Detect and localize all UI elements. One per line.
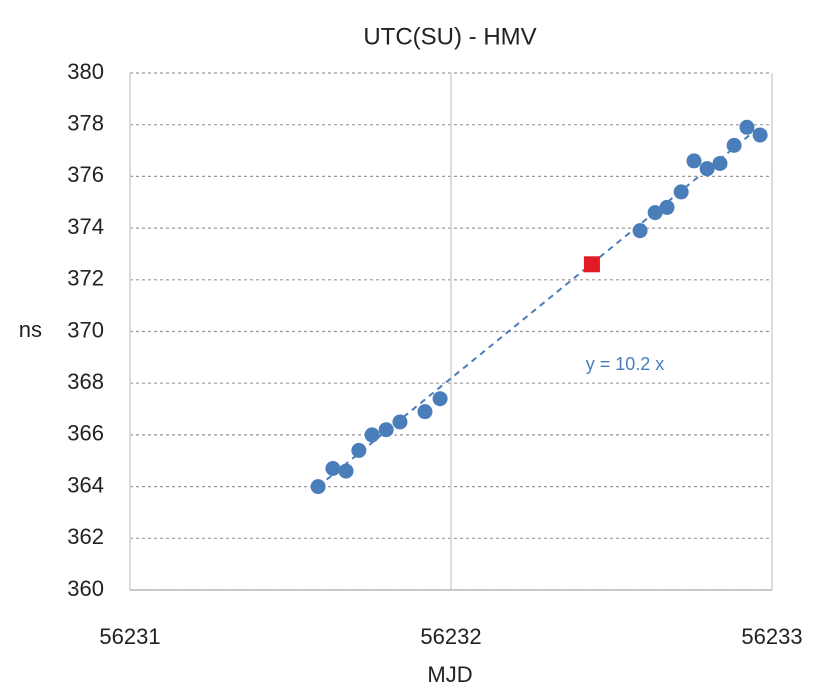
y-tick-label: 364	[67, 472, 104, 497]
y-tick-label: 370	[67, 317, 104, 342]
point	[712, 155, 728, 171]
y-tick-label: 378	[67, 111, 104, 136]
y-tick-label: 360	[67, 576, 104, 601]
point	[583, 256, 600, 273]
point	[351, 442, 367, 458]
y-tick-label: 374	[67, 214, 104, 239]
y-tick-label: 380	[67, 59, 104, 84]
point	[392, 414, 408, 430]
point	[659, 199, 675, 215]
point	[647, 205, 663, 221]
point	[432, 391, 448, 407]
y-tick-label: 366	[67, 421, 104, 446]
annotation: y = 10.2 x	[586, 354, 665, 374]
point	[726, 137, 742, 153]
x-tick-label: 56232	[420, 624, 481, 649]
point	[632, 223, 648, 239]
x-tick-label: 56233	[741, 624, 802, 649]
point	[686, 153, 702, 169]
y-axis-label: ns	[19, 317, 42, 342]
chart-title: UTC(SU) - HMV	[363, 23, 536, 50]
point	[325, 461, 341, 477]
point	[417, 404, 433, 420]
point	[752, 127, 768, 143]
point	[378, 422, 394, 438]
y-tick-label: 376	[67, 162, 104, 187]
point	[310, 479, 326, 495]
y-tick-label: 362	[67, 524, 104, 549]
point	[364, 427, 380, 443]
point	[673, 184, 689, 200]
x-tick-label: 56231	[99, 624, 160, 649]
point	[338, 463, 354, 479]
point	[699, 161, 715, 177]
x-axis-label: MJD	[427, 662, 472, 687]
y-tick-label: 368	[67, 369, 104, 394]
point	[739, 119, 755, 135]
y-tick-label: 372	[67, 266, 104, 291]
